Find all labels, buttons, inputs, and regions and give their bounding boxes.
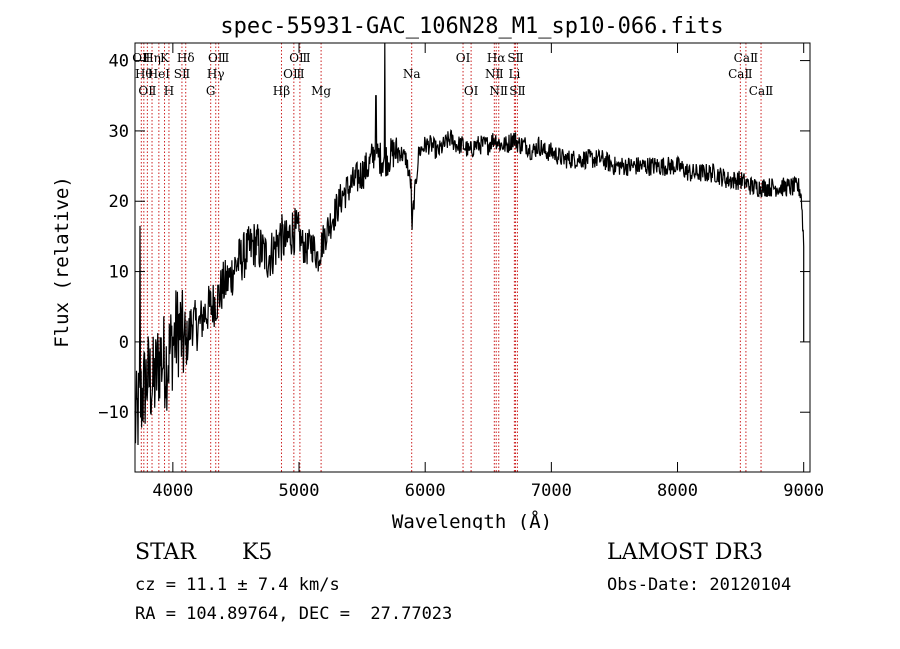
spectral-line-label: Mg	[311, 84, 331, 98]
spectral-line-label: SⅡ	[509, 84, 525, 98]
spectral-line-label: Li	[508, 67, 520, 81]
spectral-line-label: OⅢ	[289, 51, 310, 65]
spectral-line-label: Hγ	[207, 67, 225, 81]
spectral-line-label: OⅢ	[208, 51, 229, 65]
spectral-line-label: NⅡ	[489, 84, 508, 98]
object-class: STAR	[135, 540, 196, 565]
x-axis: 4000 5000 6000 7000 8000 9000	[152, 43, 824, 501]
x-tick-label: 4000	[152, 481, 193, 501]
y-axis-label: Flux (relative)	[51, 176, 73, 348]
line-labels: OⅡHθOⅡHηHeⅠKHSⅡHδGHγOⅢHβOⅢOⅢMgNaOⅠOⅠNⅡHα…	[132, 51, 773, 98]
spectral-line-label: OⅡ	[132, 51, 150, 65]
y-tick-label: −10	[98, 403, 129, 423]
line-markers	[140, 43, 762, 472]
spectral-line-label: K	[160, 51, 170, 65]
y-tick-label: 40	[109, 52, 129, 72]
spectral-line-label: SⅡ	[507, 51, 523, 65]
plot-frame	[134, 42, 811, 473]
y-tick-label: 20	[109, 192, 129, 212]
spectral-line-label: CaⅡ	[728, 67, 753, 81]
spectral-line-label: OⅡ	[138, 84, 156, 98]
spectral-line-label: OⅢ	[283, 67, 304, 81]
spectrum-chart: spec-55931-GAC_106N28_M1_sp10-066.fits O…	[51, 14, 824, 530]
spectral-line-label: CaⅡ	[734, 51, 759, 65]
spectral-line-label: Hδ	[177, 51, 195, 65]
x-tick-label: 5000	[279, 481, 320, 501]
coordinates: RA = 104.89764, DEC = 27.77023	[135, 604, 453, 624]
spectral-line-label: Hα	[487, 51, 506, 65]
x-tick-label: 7000	[531, 481, 572, 501]
spectral-line-label: SⅡ	[174, 67, 190, 81]
chart-title: spec-55931-GAC_106N28_M1_sp10-066.fits	[220, 14, 723, 39]
spectral-line-label: H	[164, 84, 174, 98]
x-tick-label: 8000	[657, 481, 698, 501]
spectral-line-label: G	[206, 84, 216, 98]
observation-date: Obs-Date: 20120104	[607, 575, 792, 595]
spectrum-series-line	[134, 42, 805, 446]
spectral-line-label: OⅠ	[456, 51, 471, 65]
x-tick-label: 6000	[405, 481, 446, 501]
y-axis: −10 0 10 20 30 40	[98, 52, 810, 423]
spectral-subclass: K5	[242, 540, 273, 565]
spectral-line-label: HeⅠ	[148, 67, 171, 81]
survey-name: LAMOST DR3	[607, 540, 763, 565]
y-tick-label: 10	[109, 263, 129, 283]
spectral-line-label: Hη	[143, 51, 161, 65]
x-axis-label: Wavelength (Å)	[392, 510, 552, 530]
y-tick-label: 30	[109, 122, 129, 142]
redshift-value: cz = 11.1 ± 7.4 km/s	[135, 575, 340, 595]
x-tick-label: 9000	[783, 481, 824, 501]
spectral-line-label: Na	[403, 67, 421, 81]
spectral-line-label: OⅠ	[464, 84, 479, 98]
spectral-line-label: CaⅡ	[749, 84, 774, 98]
y-tick-label: 0	[119, 333, 129, 353]
spectral-line-label: NⅡ	[485, 67, 504, 81]
spectral-line-label: Hθ	[135, 67, 153, 81]
spectral-line-label: Hβ	[273, 84, 290, 98]
